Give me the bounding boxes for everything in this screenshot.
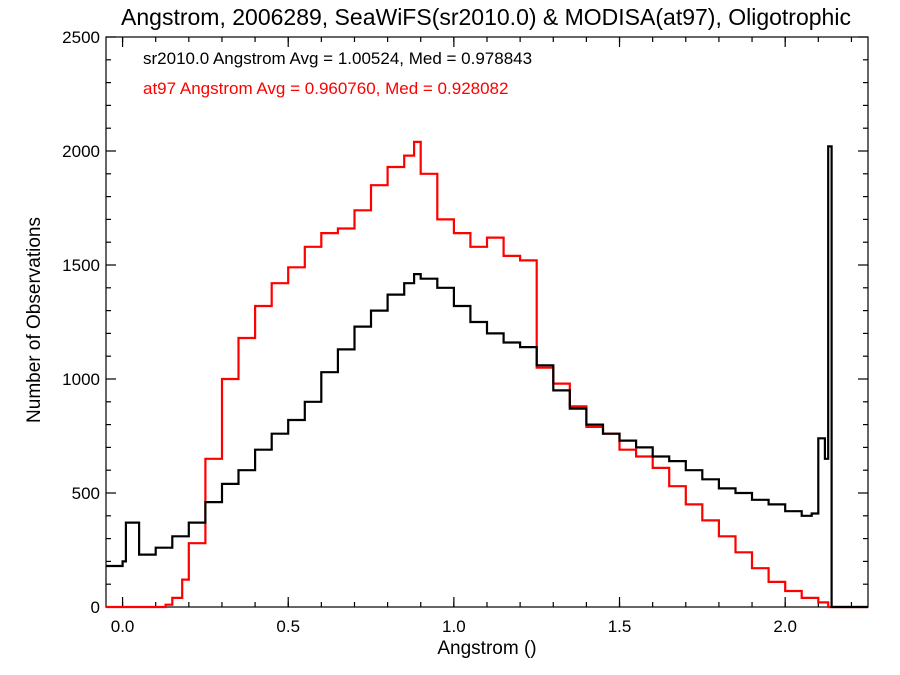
series-layer [106, 140, 868, 609]
chart-title: Angstrom, 2006289, SeaWiFS(sr2010.0) & M… [121, 4, 851, 30]
x-tick-label: 1.5 [608, 617, 632, 636]
y-tick-label: 2000 [62, 142, 100, 161]
at97-stats-annotation: at97 Angstrom Avg = 0.960760, Med = 0.92… [143, 79, 508, 98]
axis-ticks [106, 36, 868, 608]
x-axis-title: Angstrom () [437, 638, 536, 659]
y-tick-label: 1500 [62, 256, 100, 275]
x-tick-label: 0.5 [276, 617, 300, 636]
sr2010-histogram-line [106, 145, 868, 609]
y-tick-label: 0 [91, 598, 100, 617]
at97-histogram-line [106, 140, 868, 609]
x-tick-label: 2.0 [773, 617, 797, 636]
y-tick-label: 2500 [62, 28, 100, 47]
x-tick-label: 1.0 [442, 617, 466, 636]
axis-tick-labels: 0.0 0.5 1.0 1.5 2.0 0 500 1000 1500 2000 2500 [62, 28, 797, 636]
y-tick-label: 500 [72, 484, 100, 503]
sr2010-stats-annotation: sr2010.0 Angstrom Avg = 1.00524, Med = 0… [143, 49, 532, 68]
y-axis-title: Number of Observations [24, 217, 45, 423]
x-tick-label: 0.0 [111, 617, 135, 636]
y-tick-label: 1000 [62, 370, 100, 389]
